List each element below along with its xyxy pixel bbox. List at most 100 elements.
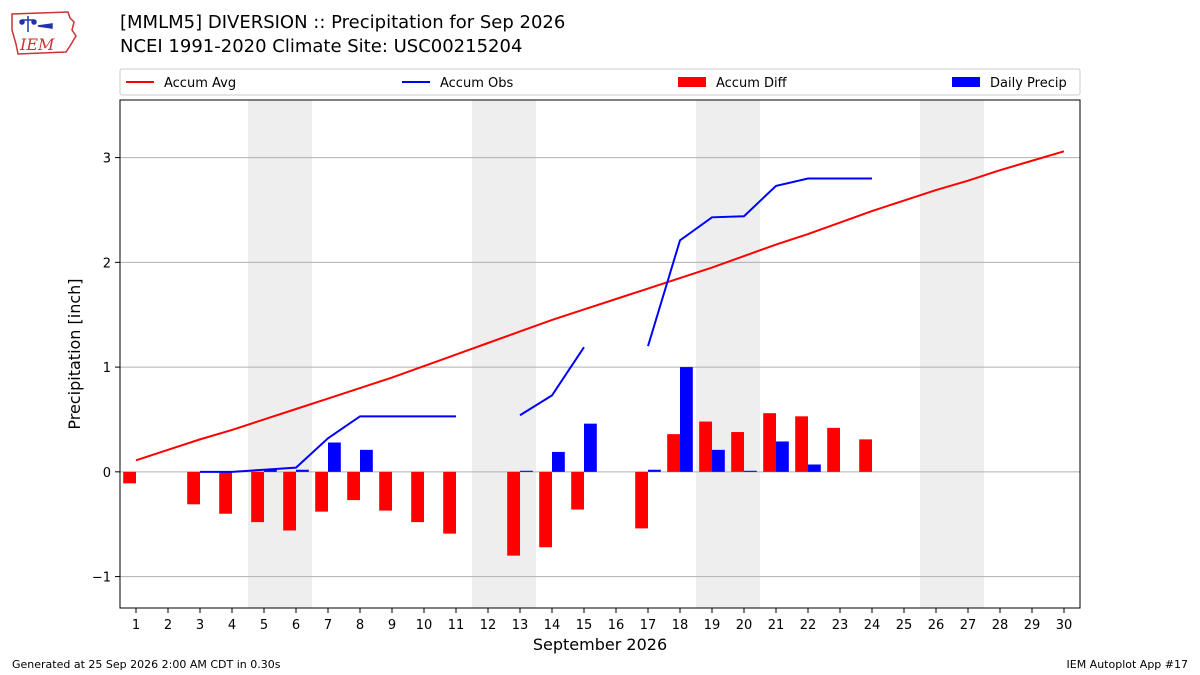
x-tick-label: 4 [228, 618, 236, 633]
accum-obs-line [519, 346, 585, 417]
legend-bar-swatch [678, 77, 706, 87]
daily-precip-bar [360, 449, 373, 472]
accum-diff-bar [763, 413, 776, 472]
x-tick-label: 16 [608, 618, 625, 633]
x-tick-label: 6 [292, 618, 300, 633]
x-tick-label: 5 [260, 618, 268, 633]
legend-item: Accum Diff [678, 76, 788, 91]
x-tick-label: 28 [992, 618, 1009, 633]
chart-subtitle: NCEI 1991-2020 Climate Site: USC00215204 [120, 36, 523, 57]
bars [123, 367, 872, 556]
x-tick-label: 14 [544, 618, 561, 633]
weather-station-icon [19, 16, 53, 32]
x-tick-label: 8 [356, 618, 364, 633]
x-tick-label: 10 [416, 618, 433, 633]
x-tick-label: 11 [448, 618, 465, 633]
accum-diff-bar [251, 471, 264, 523]
grid-lines [120, 157, 1080, 578]
daily-precip-bar [648, 469, 661, 472]
legend-label: Accum Avg [164, 76, 236, 91]
weekend-shade-band [920, 100, 984, 608]
iem-logo: IEM [11, 11, 77, 55]
daily-precip-bar [808, 464, 821, 472]
accum-diff-bar [667, 434, 680, 472]
x-tick-label: 7 [324, 618, 332, 633]
accum-diff-bar [859, 439, 872, 472]
generation-info: Generated at 25 Sep 2026 2:00 AM CDT in … [12, 658, 281, 671]
weekend-shade-band [472, 100, 536, 608]
y-tick-label: 3 [103, 152, 111, 167]
accum-diff-bar [283, 471, 296, 531]
accum-diff-bar [219, 471, 232, 514]
daily-precip-bar [680, 367, 693, 472]
x-tick-label: 26 [928, 618, 945, 633]
accum-diff-bar [187, 471, 200, 505]
x-tick-label: 29 [1024, 618, 1041, 633]
accum-diff-bar [539, 471, 552, 548]
x-tick-label: 30 [1056, 618, 1073, 633]
chart-title: [MMLM5] DIVERSION :: Precipitation for S… [120, 12, 566, 33]
x-tick-label: 19 [704, 618, 721, 633]
x-tick-label: 1 [132, 618, 140, 633]
x-tick-label: 27 [960, 618, 977, 633]
y-tick-label: 0 [103, 466, 111, 481]
daily-precip-bar [520, 470, 533, 472]
x-tick-label: 9 [388, 618, 396, 633]
x-tick-label: 22 [800, 618, 817, 633]
accum-diff-bar [411, 471, 424, 523]
legend-item: Daily Precip [952, 76, 1067, 91]
daily-precip-bar [296, 469, 309, 472]
y-tick-label: −1 [92, 571, 111, 586]
app-info: IEM Autoplot App #17 [1066, 658, 1189, 671]
x-tick-label: 18 [672, 618, 689, 633]
accum-diff-bar [571, 471, 584, 510]
daily-precip-bar [552, 451, 565, 472]
accum-diff-bar [635, 471, 648, 529]
x-tick-label: 21 [768, 618, 785, 633]
y-tick-label: 1 [103, 361, 111, 376]
legend: Accum Avg Accum Obs Accum Diff Daily Precip [119, 68, 1081, 96]
accum-diff-bar [827, 427, 840, 472]
y-tick-label: 2 [103, 256, 111, 271]
daily-precip-bar [712, 449, 725, 472]
accum-obs-line [647, 177, 872, 347]
accum-diff-bar [731, 432, 744, 472]
accum-diff-bar [507, 471, 520, 556]
daily-precip-bar [776, 441, 789, 472]
lines [135, 150, 1065, 473]
legend-label: Daily Precip [990, 76, 1067, 91]
daily-precip-bar [328, 442, 341, 472]
x-tick-label: 13 [512, 618, 529, 633]
x-tick-label: 20 [736, 618, 753, 633]
legend-item: Accum Avg [126, 76, 236, 91]
x-axis-label: September 2026 [533, 635, 667, 654]
legend-label: Accum Obs [440, 76, 513, 91]
accum-diff-bar [795, 416, 808, 472]
legend-box [119, 68, 1081, 96]
daily-precip-bar [584, 423, 597, 472]
x-tick-label: 2 [164, 618, 172, 633]
daily-precip-bar [264, 469, 277, 472]
y-axis-label: Precipitation [inch] [65, 278, 84, 429]
weekend-shade-band [696, 100, 760, 608]
accum-diff-bar [379, 471, 392, 511]
x-tick-label: 15 [576, 618, 593, 633]
accum-diff-bar [699, 421, 712, 472]
legend-label: Accum Diff [716, 76, 788, 91]
legend-bar-swatch [952, 77, 980, 87]
plot-frame [119, 99, 1081, 609]
x-tick-label: 25 [896, 618, 913, 633]
accum-diff-bar [347, 471, 360, 501]
x-tick-label: 23 [832, 618, 849, 633]
accum-diff-bar [123, 471, 136, 484]
x-tick-label: 3 [196, 618, 204, 633]
legend-item: Accum Obs [402, 76, 513, 91]
logo-text: IEM [19, 35, 55, 54]
accum-diff-bar [443, 471, 456, 534]
x-tick-label: 24 [864, 618, 881, 633]
accum-diff-bar [315, 471, 328, 512]
x-tick-label: 12 [480, 618, 497, 633]
accum-avg-line [135, 150, 1065, 462]
